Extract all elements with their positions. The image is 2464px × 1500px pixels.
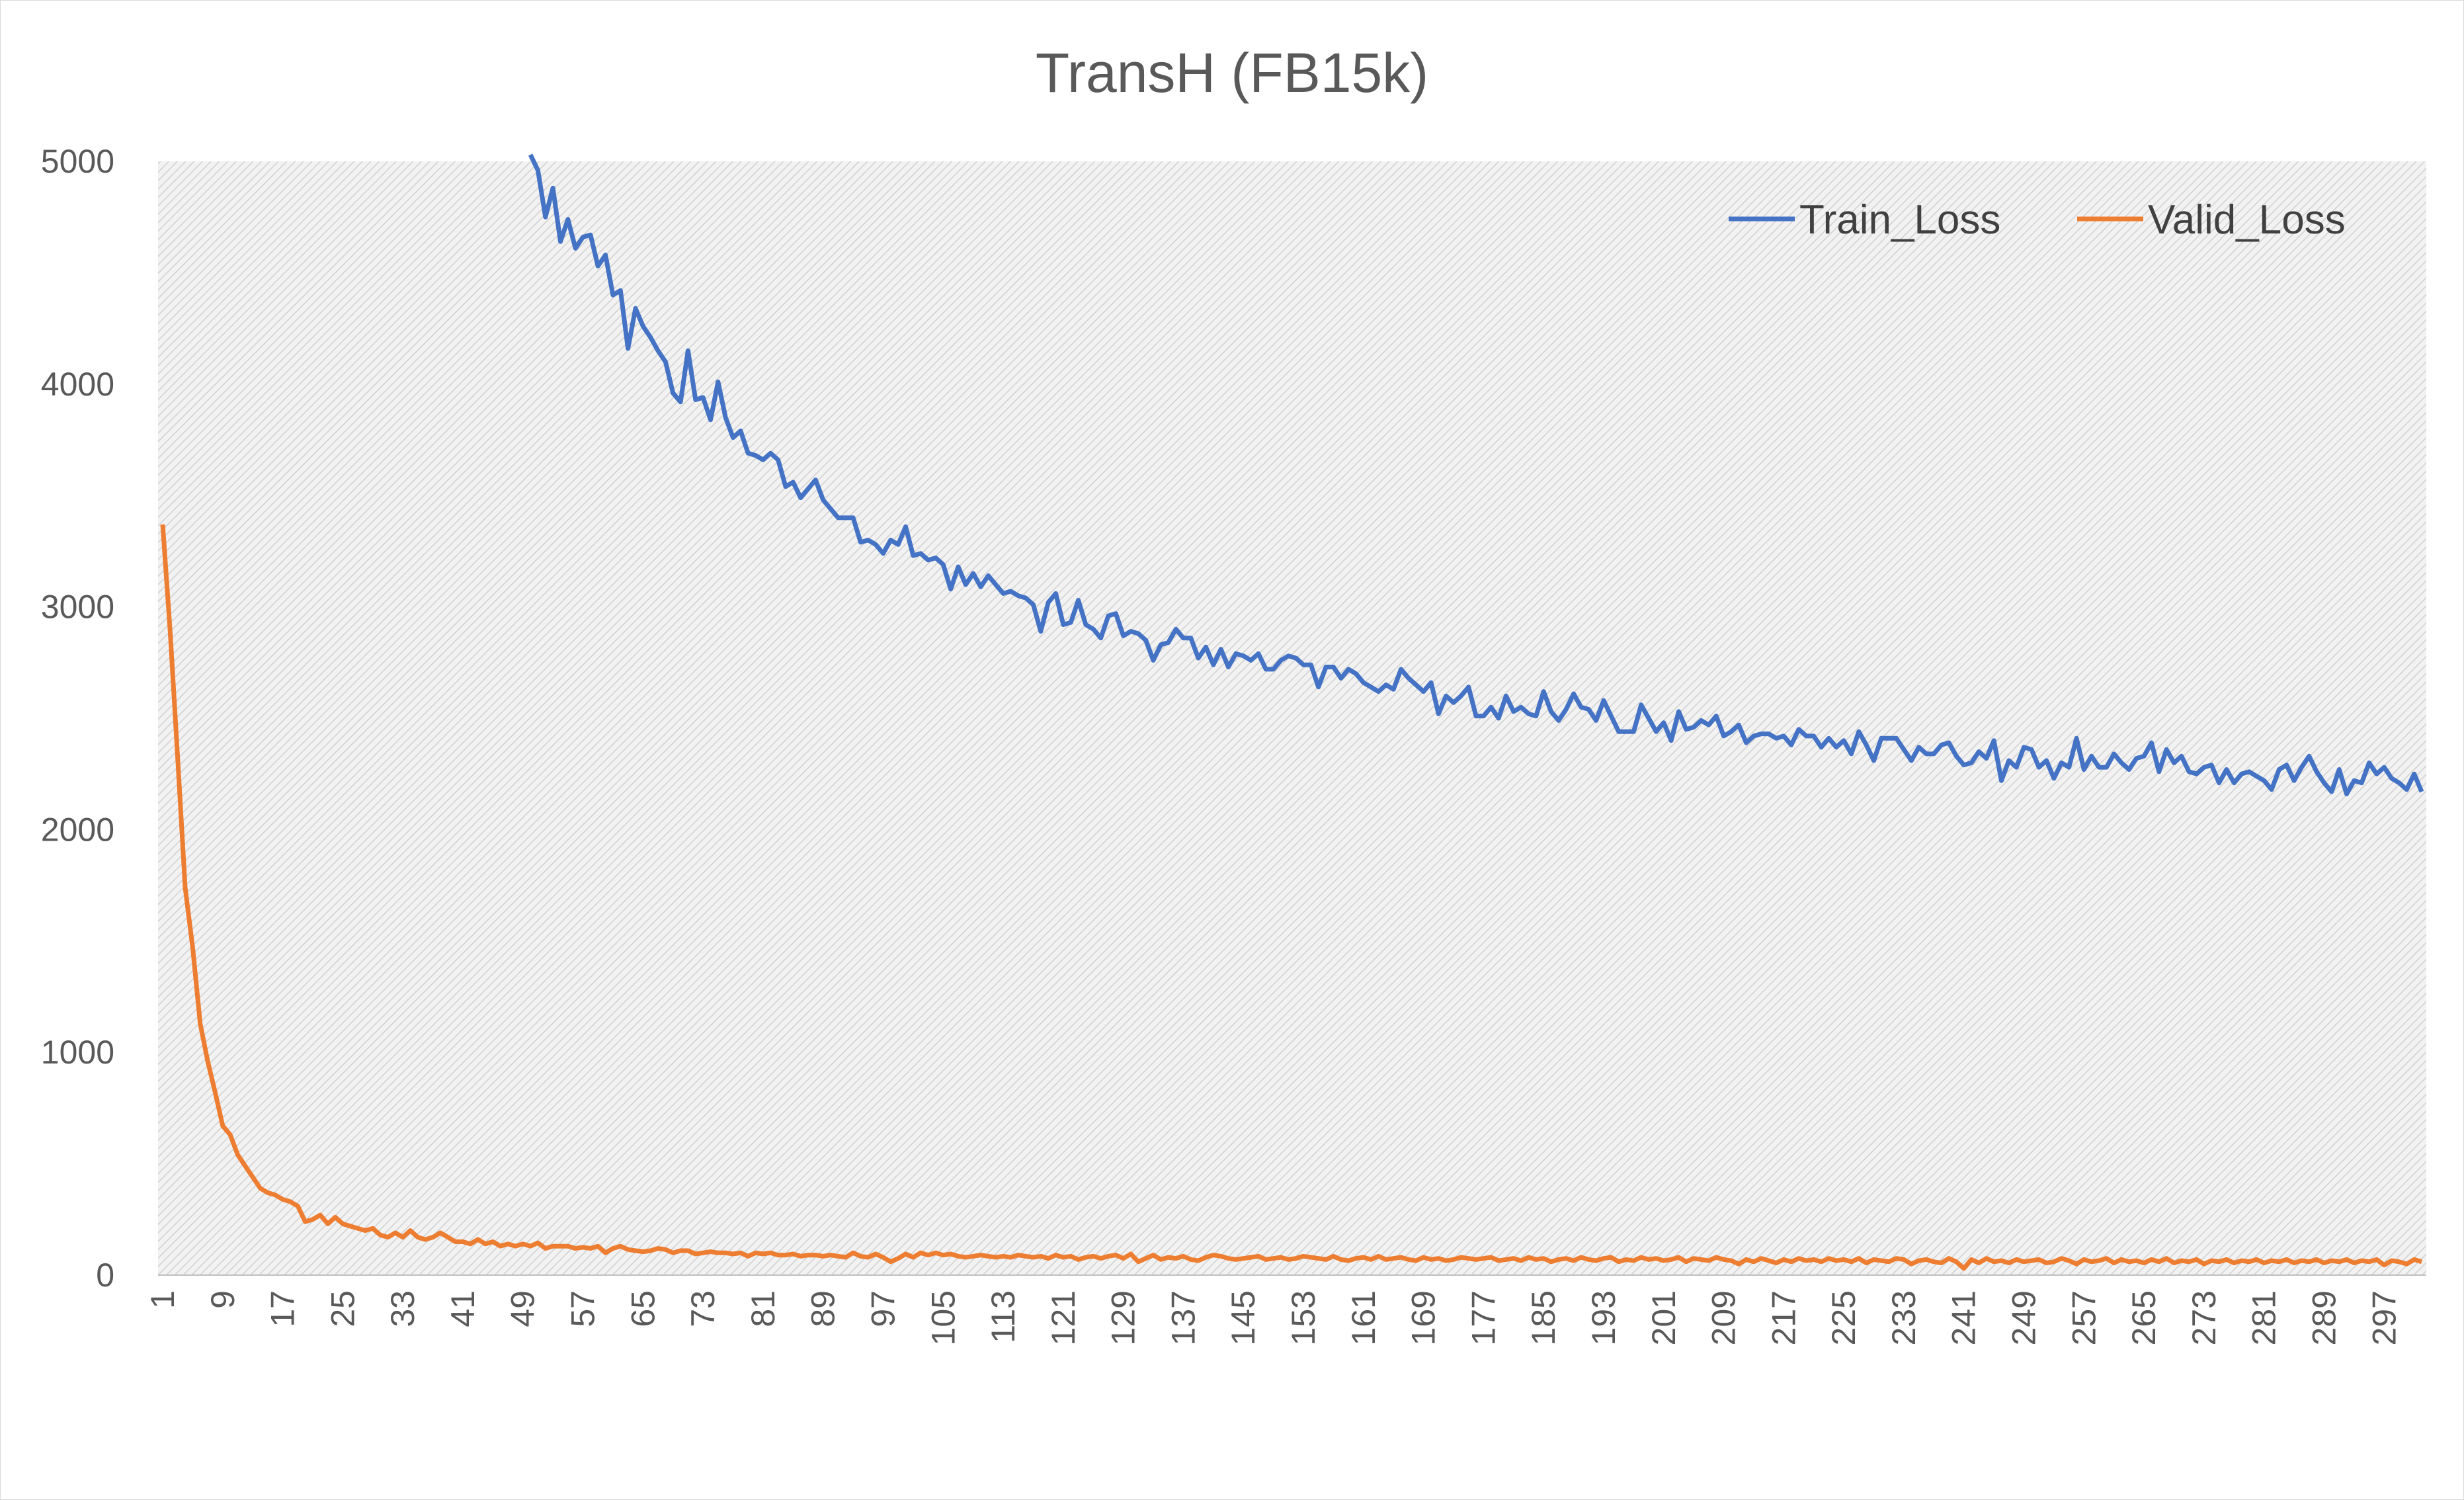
legend-label-valid-loss: Valid_Loss xyxy=(2148,197,2346,243)
y-axis: 0 1000 2000 3000 4000 5000 xyxy=(41,143,114,1294)
x-tick-label: 193 xyxy=(1585,1290,1622,1345)
x-tick-label: 113 xyxy=(985,1290,1022,1343)
x-tick-label: 81 xyxy=(745,1290,782,1327)
y-tick-label: 1000 xyxy=(41,1034,114,1071)
x-tick-label: 121 xyxy=(1045,1290,1082,1345)
x-tick-label: 265 xyxy=(2125,1290,2162,1345)
x-tick-label: 201 xyxy=(1645,1290,1682,1345)
x-tick-label: 129 xyxy=(1105,1290,1142,1345)
x-tick-label: 153 xyxy=(1285,1290,1322,1345)
x-tick-label: 273 xyxy=(2186,1290,2223,1345)
x-tick-label: 257 xyxy=(2065,1290,2102,1345)
x-tick-label: 65 xyxy=(624,1290,661,1327)
x-tick-label: 281 xyxy=(2246,1290,2283,1345)
legend-label-train-loss: Train_Loss xyxy=(1799,197,2000,243)
x-tick-label: 169 xyxy=(1405,1290,1442,1345)
x-tick-label: 73 xyxy=(684,1290,721,1327)
x-tick-label: 1 xyxy=(144,1290,181,1309)
x-tick-label: 137 xyxy=(1165,1290,1202,1345)
y-tick-label: 0 xyxy=(96,1257,114,1294)
y-tick-label: 4000 xyxy=(41,366,114,403)
x-tick-label: 249 xyxy=(2006,1290,2043,1345)
x-tick-label: 217 xyxy=(1765,1290,1802,1345)
series-layer xyxy=(160,153,2424,1271)
x-axis: 1 9 17 25 33 41 49 57 65 73 81 89 97 105 113 121 129 137 1… xyxy=(144,1290,2402,1345)
x-tick-label: 225 xyxy=(1825,1290,1862,1345)
x-tick-label: 33 xyxy=(384,1290,421,1327)
x-tick-label: 145 xyxy=(1225,1290,1262,1345)
x-tick-label: 49 xyxy=(505,1290,542,1327)
x-tick-label: 41 xyxy=(444,1290,481,1327)
x-tick-label: 241 xyxy=(1946,1290,1983,1345)
y-tick-label: 2000 xyxy=(41,811,114,848)
x-tick-label: 209 xyxy=(1705,1290,1743,1345)
x-tick-label: 185 xyxy=(1525,1290,1562,1345)
y-tick-label: 5000 xyxy=(41,143,114,180)
series-line-train-loss xyxy=(528,153,2424,796)
plot-area xyxy=(158,161,2426,1275)
x-tick-label: 97 xyxy=(864,1290,901,1327)
x-tick-label: 89 xyxy=(805,1290,842,1327)
x-tick-label: 25 xyxy=(324,1290,361,1327)
legend: Train_Loss Valid_Loss xyxy=(1729,197,2346,243)
x-tick-label: 57 xyxy=(565,1290,602,1327)
x-tick-label: 9 xyxy=(204,1290,241,1309)
series-line-valid-loss xyxy=(160,524,2423,1271)
x-tick-label: 177 xyxy=(1465,1290,1502,1345)
chart-title: TransH (FB15k) xyxy=(1036,42,1428,104)
x-tick-label: 297 xyxy=(2365,1290,2402,1345)
y-tick-label: 3000 xyxy=(41,589,114,626)
x-tick-label: 105 xyxy=(924,1290,962,1345)
x-tick-label: 289 xyxy=(2305,1290,2342,1345)
x-tick-label: 161 xyxy=(1345,1290,1382,1345)
x-tick-label: 233 xyxy=(1885,1290,1922,1345)
x-tick-label: 17 xyxy=(265,1290,302,1327)
